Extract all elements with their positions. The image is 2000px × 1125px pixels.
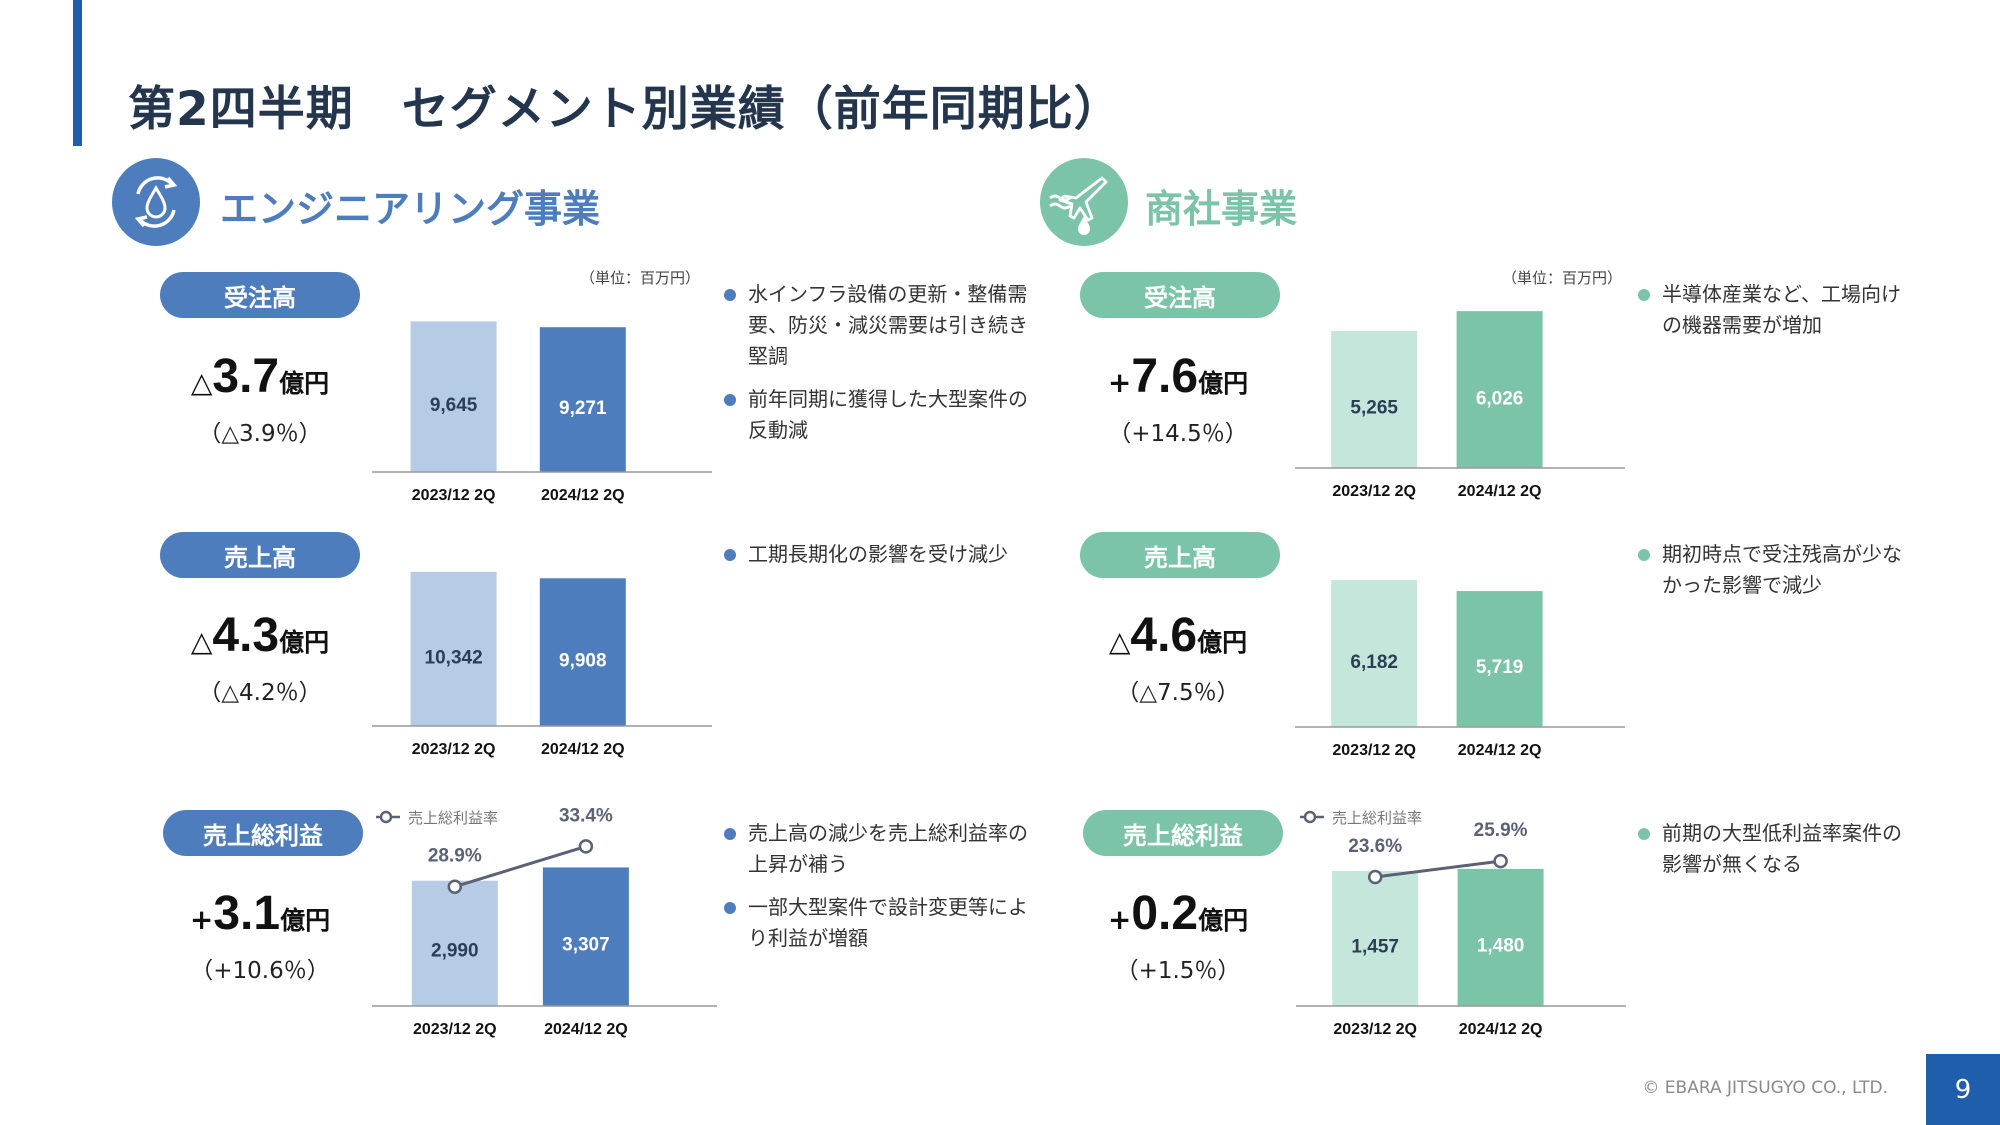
category-label: 2024/12 2Q xyxy=(541,487,625,504)
eng-sales-change: △4.3億円 xyxy=(190,609,330,662)
bar-value-label: 1,457 xyxy=(1351,936,1399,957)
margin-rate-label: 33.4% xyxy=(559,805,613,826)
eng-profit-bullet-1: 売上高の減少を売上総利益率の上昇が補う xyxy=(722,818,1042,880)
trade-orders-chart: 5,265 2023/12 2Q 6,026 2024/12 2Q xyxy=(1295,311,1625,500)
margin-rate-label: 28.9% xyxy=(428,846,482,867)
eng-orders-bullets: 水インフラ設備の更新・整備需要、防災・減災需要は引き続き堅調 前年同期に獲得した… xyxy=(722,279,1042,458)
bar xyxy=(1331,580,1418,727)
eng-unit-label: （単位：百万円） xyxy=(580,269,701,287)
trade-orders-bullet-1: 半導体産業など、工場向けの機器需要が増加 xyxy=(1636,279,1916,341)
trade-sales-pill: 売上高 xyxy=(1080,532,1280,578)
bar xyxy=(1331,330,1418,468)
trade-sales-pct: （△7.5％） xyxy=(1116,680,1240,706)
airplane-water-icon xyxy=(1040,158,1128,246)
bar xyxy=(1457,868,1544,1006)
eng-sales-pill: 売上高 xyxy=(160,532,360,578)
legend-marker xyxy=(379,810,393,824)
trade-orders-bullets: 半導体産業など、工場向けの機器需要が増加 xyxy=(1636,279,1916,353)
category-label: 2023/12 2Q xyxy=(1332,483,1416,500)
bar xyxy=(539,327,626,472)
category-label: 2024/12 2Q xyxy=(1459,1021,1543,1038)
trade-sales-bullets: 期初時点で受注残高が少なかった影響で減少 xyxy=(1636,539,1916,613)
eng-sales-bullets: 工期長期化の影響を受け減少 xyxy=(722,539,1042,582)
trade-orders-pct: （+14.5％） xyxy=(1108,421,1248,447)
category-label: 2023/12 2Q xyxy=(412,487,496,504)
category-label: 2024/12 2Q xyxy=(544,1021,628,1038)
trade-orders-pill: 受注高 xyxy=(1080,272,1280,318)
bar-value-label: 6,026 xyxy=(1476,388,1524,409)
category-label: 2024/12 2Q xyxy=(1458,483,1542,500)
trade-unit-label: （単位：百万円） xyxy=(1502,269,1623,287)
bar xyxy=(410,321,497,472)
category-label: 2023/12 2Q xyxy=(1333,1021,1417,1038)
category-label: 2023/12 2Q xyxy=(412,741,496,758)
eng-profit-change: +3.1億円 xyxy=(189,887,331,940)
eng-profit-pct: （+10.6％） xyxy=(190,958,330,984)
trade-profit-bullet-1: 前期の大型低利益率案件の影響が無くなる xyxy=(1636,818,1916,880)
trade-sales-bullet-1: 期初時点で受注残高が少なかった影響で減少 xyxy=(1636,539,1916,601)
bar xyxy=(542,867,629,1006)
segment-title-engineering: エンジニアリング事業 xyxy=(220,187,601,231)
margin-rate-label: 25.9% xyxy=(1474,820,1528,841)
segment-title-trading: 商社事業 xyxy=(1145,187,1298,231)
copyright: © EBARA JITSUGYO CO., LTD. xyxy=(1642,1078,1888,1098)
category-label: 2024/12 2Q xyxy=(541,741,625,758)
bar-value-label: 5,719 xyxy=(1476,657,1524,678)
trade-sales-change: △4.6億円 xyxy=(1108,609,1248,662)
margin-rate-point xyxy=(447,879,463,894)
bar-value-label: 9,271 xyxy=(559,398,607,419)
bar xyxy=(411,880,498,1006)
bar xyxy=(1456,311,1543,468)
eng-orders-bullet-1: 水インフラ設備の更新・整備需要、防災・減災需要は引き続き堅調 xyxy=(722,279,1042,372)
margin-rate-point xyxy=(578,839,594,854)
legend-label: 売上総利益率 xyxy=(408,810,498,827)
bar xyxy=(410,571,497,726)
bar-value-label: 3,307 xyxy=(562,935,610,956)
trade-profit-pct: （+1.5％） xyxy=(1115,958,1241,984)
eng-profit-bullet-2: 一部大型案件で設計変更等により利益が増額 xyxy=(722,892,1042,954)
eng-profit-chart: 2,990 2023/12 2Q 3,307 2024/12 2Q 28.9% 33.4%… xyxy=(372,805,717,1038)
bar-value-label: 1,480 xyxy=(1477,935,1525,956)
legend-label: 売上総利益率 xyxy=(1332,810,1422,827)
trade-profit-bullets: 前期の大型低利益率案件の影響が無くなる xyxy=(1636,818,1916,892)
eng-sales-bullet-1: 工期長期化の影響を受け減少 xyxy=(722,539,1042,570)
trade-profit-change: +0.2億円 xyxy=(1107,887,1249,940)
bar-value-label: 9,645 xyxy=(430,395,478,416)
eng-orders-chart: 9,645 2023/12 2Q 9,271 2024/12 2Q xyxy=(372,321,712,504)
bar-value-label: 9,908 xyxy=(559,651,607,672)
page-title: 第2四半期 セグメント別業績（前年同期比） xyxy=(128,82,1122,137)
legend-marker xyxy=(1303,810,1317,824)
eng-orders-change: △3.7億円 xyxy=(190,350,330,403)
eng-orders-pct: （△3.9％） xyxy=(198,421,322,447)
margin-rate-point xyxy=(1367,869,1383,885)
accent-bar xyxy=(73,0,82,146)
margin-rate-line xyxy=(454,844,587,889)
bar-value-label: 6,182 xyxy=(1350,652,1398,673)
eng-sales-pct: （△4.2％） xyxy=(198,680,322,706)
trade-sales-chart: 6,182 2023/12 2Q 5,719 2024/12 2Q xyxy=(1295,580,1625,759)
bar-value-label: 5,265 xyxy=(1350,397,1398,418)
eng-sales-chart: 10,342 2023/12 2Q 9,908 2024/12 2Q xyxy=(372,571,712,758)
eng-profit-pill: 売上総利益 xyxy=(163,810,363,856)
bar xyxy=(539,578,626,726)
category-label: 2023/12 2Q xyxy=(413,1021,497,1038)
bar xyxy=(1456,591,1543,727)
margin-rate-point xyxy=(1493,853,1508,869)
bar xyxy=(1332,871,1419,1006)
water-cycle-icon xyxy=(112,158,200,246)
margin-rate-line xyxy=(1375,859,1501,879)
trade-orders-change: +7.6億円 xyxy=(1107,350,1249,403)
eng-orders-bullet-2: 前年同期に獲得した大型案件の反動減 xyxy=(722,384,1042,446)
bar-value-label: 2,990 xyxy=(431,941,479,962)
margin-rate-label: 23.6% xyxy=(1348,836,1402,857)
page-number: 9 xyxy=(1926,1054,2000,1125)
bar-value-label: 10,342 xyxy=(425,648,483,669)
category-label: 2024/12 2Q xyxy=(1458,742,1542,759)
eng-orders-pill: 受注高 xyxy=(160,272,360,318)
trade-profit-chart: 1,457 2023/12 2Q 1,480 2024/12 2Q 23.6% 25.9%… xyxy=(1296,810,1626,1038)
trade-profit-pill: 売上総利益 xyxy=(1083,810,1283,856)
eng-profit-bullets: 売上高の減少を売上総利益率の上昇が補う 一部大型案件で設計変更等により利益が増額 xyxy=(722,818,1042,966)
category-label: 2023/12 2Q xyxy=(1332,742,1416,759)
